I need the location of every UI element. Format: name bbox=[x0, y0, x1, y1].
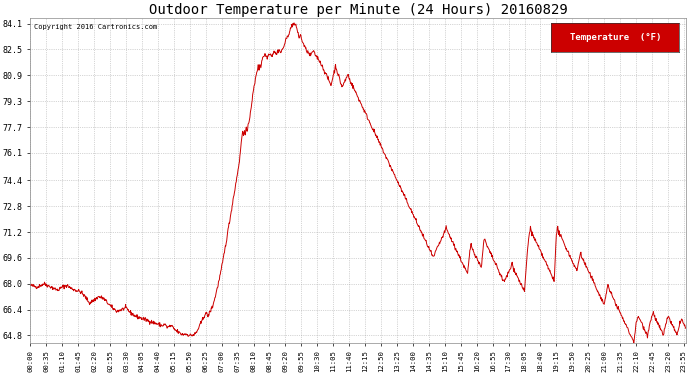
Text: Copyright 2016 Cartronics.com: Copyright 2016 Cartronics.com bbox=[34, 24, 157, 30]
Title: Outdoor Temperature per Minute (24 Hours) 20160829: Outdoor Temperature per Minute (24 Hours… bbox=[148, 3, 567, 17]
